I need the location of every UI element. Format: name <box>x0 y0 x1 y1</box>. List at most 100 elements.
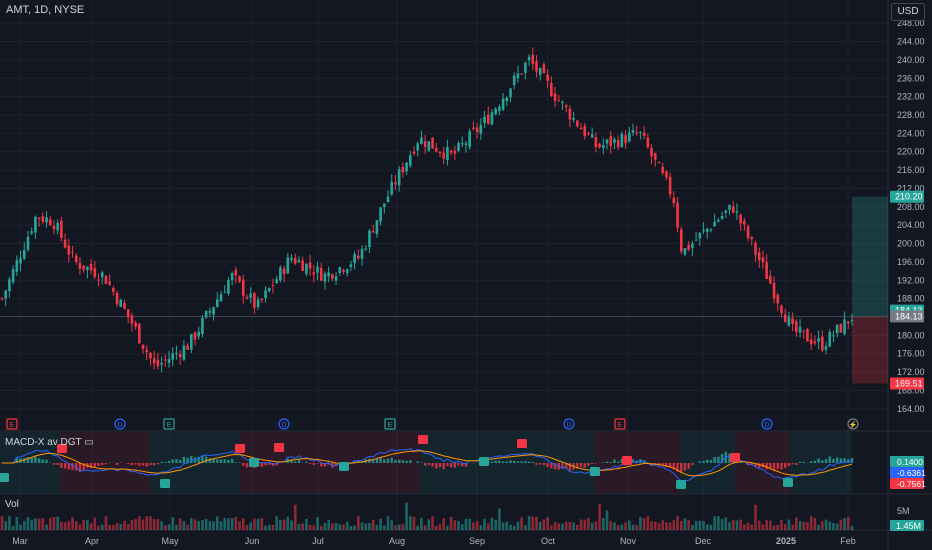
macd-histogram-bar <box>579 463 583 467</box>
volume-bar <box>86 520 89 530</box>
volume-bar <box>490 517 494 530</box>
volume-bar <box>494 519 497 530</box>
dividend-marker <box>278 418 290 430</box>
volume-bar <box>653 521 657 530</box>
candle-body <box>505 97 509 102</box>
candle-body <box>212 307 215 315</box>
volume-bar <box>627 520 631 530</box>
candle-body <box>19 258 22 264</box>
volume-bar <box>824 519 828 530</box>
candle-body <box>535 61 538 72</box>
macd-histogram-bar <box>138 463 141 466</box>
volume-bar <box>260 518 264 530</box>
volume-bar <box>475 521 479 530</box>
volume-bar <box>620 524 624 530</box>
candle-body <box>405 162 408 172</box>
macd-title[interactable]: MACD-X av DGT ▭ <box>5 437 94 448</box>
candle-body <box>245 296 249 299</box>
candle-body <box>420 137 423 145</box>
macd-histogram-bar <box>223 459 226 463</box>
time-tick: Dec <box>695 536 712 546</box>
volume-bar <box>416 525 420 530</box>
macd-histogram-bar <box>30 457 33 463</box>
candle-body <box>78 262 82 269</box>
macd-histogram-bar <box>145 463 148 467</box>
candle-body <box>531 55 535 64</box>
candle-body <box>349 264 353 268</box>
price-tick: 204.00 <box>897 220 925 230</box>
currency-button[interactable]: USD <box>891 3 925 21</box>
candle-body <box>93 268 97 277</box>
volume-bar <box>175 524 178 530</box>
macd-histogram-bar <box>308 463 312 464</box>
volume-bar <box>639 516 642 530</box>
volume-bar <box>598 503 601 530</box>
macd-histogram-bar <box>219 459 223 463</box>
volume-bar <box>746 522 750 530</box>
macd-histogram-bar <box>41 459 45 463</box>
candle-body <box>126 309 130 318</box>
macd-histogram-bar <box>821 460 824 463</box>
candle-body <box>735 211 739 213</box>
volume-bar <box>817 524 820 530</box>
macd-histogram-bar <box>130 463 134 466</box>
volume-bar <box>579 519 583 530</box>
candle-body <box>609 136 613 146</box>
macd-histogram-bar <box>242 463 245 466</box>
volume-value-box <box>890 520 924 531</box>
candle-body <box>401 166 405 173</box>
macd-histogram-bar <box>531 462 534 463</box>
earnings-marker <box>6 418 18 430</box>
candle-body <box>665 171 668 178</box>
candle-body <box>538 68 542 76</box>
volume-bar <box>512 525 516 530</box>
volume-bar <box>134 518 137 530</box>
earnings-marker <box>163 418 175 430</box>
macd-histogram-bar <box>386 458 390 463</box>
macd-histogram-bar <box>702 460 705 463</box>
volume-bar <box>728 522 731 530</box>
volume-title[interactable]: Vol <box>5 499 19 510</box>
candle-body <box>613 138 616 143</box>
macd-histogram-bar <box>271 463 275 466</box>
candle-body <box>464 143 468 146</box>
candle-body <box>312 272 316 275</box>
volume-bar <box>126 523 130 530</box>
candle-body <box>668 176 672 195</box>
macd-histogram-bar <box>141 463 145 466</box>
candle-body <box>368 230 371 248</box>
candle-body <box>594 137 598 147</box>
volume-bar <box>665 522 668 530</box>
candle-body <box>780 305 783 314</box>
volume-bar <box>438 524 442 530</box>
macd-histogram-bar <box>431 463 434 467</box>
macd-histogram-bar <box>245 463 249 468</box>
candle-body <box>227 280 230 294</box>
volume-bar <box>735 520 739 530</box>
macd-histogram-bar <box>720 454 724 463</box>
candle-body <box>620 133 624 147</box>
candle-body <box>282 268 286 275</box>
macd-histogram-bar <box>152 463 156 466</box>
candle-body <box>234 269 238 276</box>
macd-histogram-bar <box>709 459 713 463</box>
macd-histogram-bar <box>691 463 694 466</box>
volume-bar <box>208 521 212 530</box>
candle-body <box>546 74 549 81</box>
candle-body <box>104 275 108 284</box>
macd-histogram-bar <box>798 461 802 463</box>
volume-bar <box>809 516 813 530</box>
candle-body <box>423 141 427 147</box>
macd-histogram-bar <box>101 463 104 466</box>
candle-body <box>527 56 531 61</box>
macd-histogram-bar <box>620 458 624 463</box>
macd-histogram-bar <box>527 461 531 463</box>
macd-value: -0.7561 <box>897 479 926 489</box>
candle-body <box>71 252 74 254</box>
volume-bar <box>256 518 260 530</box>
volume-bar <box>717 516 720 530</box>
volume-bar <box>524 525 527 530</box>
macd-histogram-bar <box>320 463 323 467</box>
